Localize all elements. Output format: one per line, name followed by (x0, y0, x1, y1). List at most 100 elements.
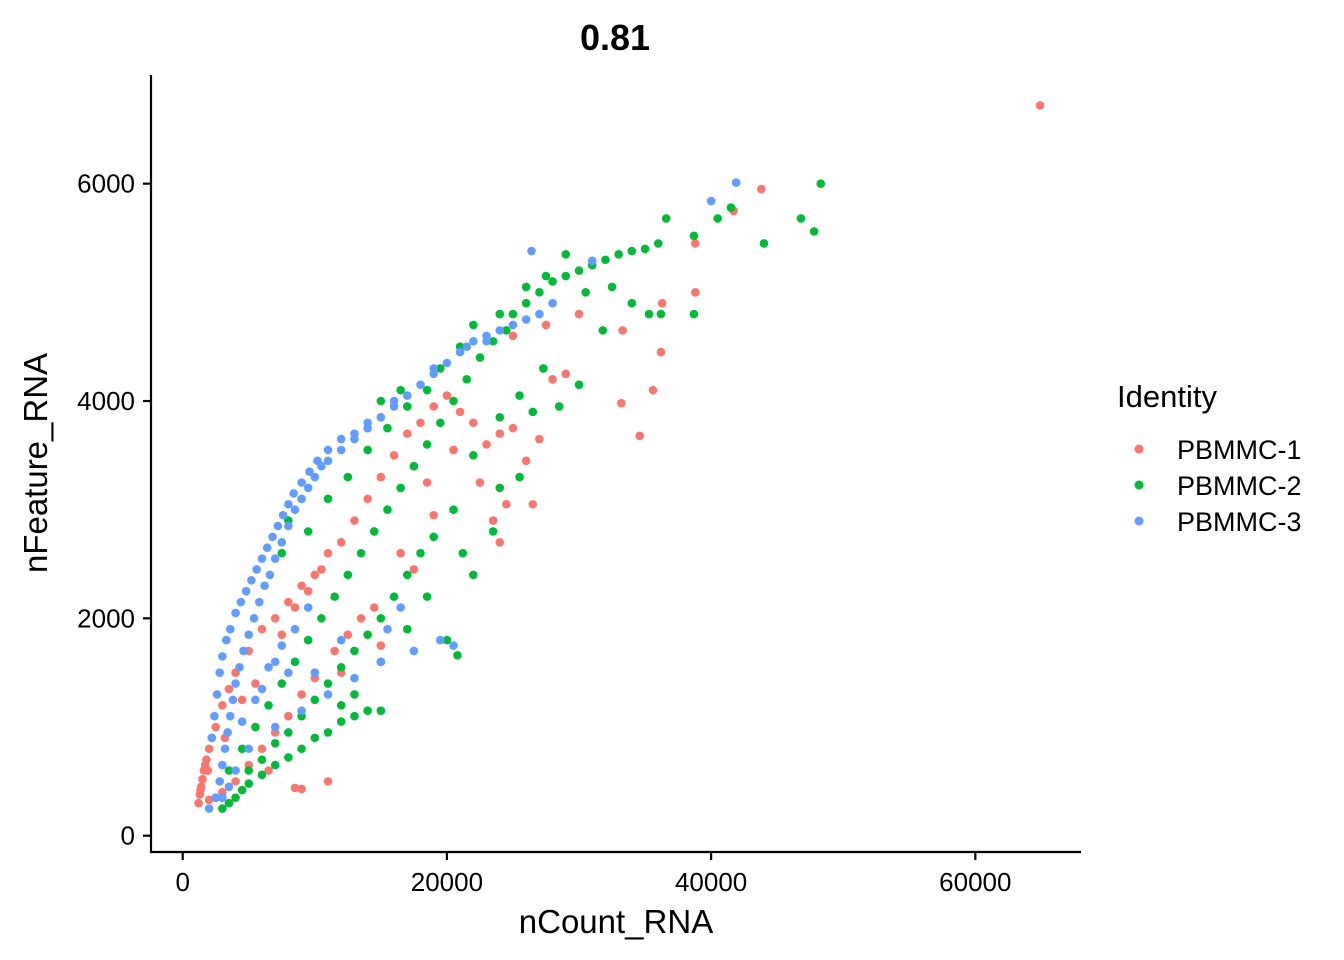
point-PBMMC-3-69 (215, 668, 224, 677)
y-tick-label: 4000 (77, 386, 135, 416)
point-PBMMC-3-77 (252, 565, 261, 574)
legend-key-PBMMC-3 (1134, 516, 1144, 526)
legend-title: Identity (1117, 379, 1217, 414)
point-PBMMC-1-87 (376, 641, 386, 650)
point-PBMMC-1-70 (616, 398, 626, 408)
point-PBMMC-3-63 (257, 684, 267, 694)
point-PBMMC-2-63 (574, 380, 584, 390)
point-PBMMC-1-53 (330, 646, 339, 656)
point-PBMMC-1-20 (323, 548, 333, 558)
point-PBMMC-2-46 (627, 246, 637, 256)
point-PBMMC-2-75 (376, 614, 386, 623)
point-PBMMC-3-94 (462, 342, 472, 351)
point-PBMMC-2-35 (488, 336, 498, 346)
point-PBMMC-2-3 (237, 785, 247, 795)
point-PBMMC-2-68 (495, 413, 505, 422)
point-PBMMC-3-41 (548, 298, 557, 308)
point-PBMMC-2-116 (581, 288, 590, 297)
point-PBMMC-3-46 (449, 641, 458, 650)
point-PBMMC-3-67 (210, 711, 219, 721)
point-PBMMC-3-20 (297, 494, 306, 504)
point-PBMMC-2-89 (488, 527, 498, 536)
point-PBMMC-3-74 (236, 597, 246, 607)
point-PBMMC-3-64 (251, 695, 260, 705)
point-PBMMC-2-47 (640, 244, 650, 254)
point-PBMMC-3-75 (241, 586, 251, 596)
point-PBMMC-3-70 (218, 652, 227, 661)
point-PBMMC-3-81 (273, 521, 283, 531)
point-PBMMC-2-83 (270, 739, 280, 748)
point-PBMMC-3-62 (277, 641, 287, 650)
point-PBMMC-2-18 (264, 700, 273, 710)
point-PBMMC-1-34 (508, 423, 518, 433)
point-PBMMC-2-5 (257, 770, 267, 780)
legend-label-PBMMC-1: PBMMC-1 (1177, 435, 1302, 465)
x-axis-title: nCount_RNA (519, 903, 713, 940)
point-PBMMC-3-53 (270, 722, 280, 732)
point-PBMMC-2-39 (535, 288, 544, 297)
point-PBMMC-2-72 (416, 548, 425, 558)
point-PBMMC-2-85 (244, 766, 254, 775)
point-PBMMC-1-0 (194, 798, 203, 808)
point-PBMMC-3-76 (247, 576, 256, 585)
point-PBMMC-2-114 (541, 271, 551, 281)
point-PBMMC-2-2 (231, 793, 240, 802)
point-PBMMC-3-80 (268, 532, 277, 542)
point-PBMMC-1-83 (303, 586, 313, 596)
point-PBMMC-2-16 (237, 744, 247, 754)
point-PBMMC-2-104 (402, 624, 412, 634)
point-PBMMC-2-58 (627, 298, 637, 308)
point-PBMMC-3-34 (455, 347, 465, 357)
point-PBMMC-1-10 (211, 722, 221, 732)
point-PBMMC-3-17 (277, 537, 287, 547)
y-tick-label: 6000 (77, 169, 135, 199)
point-PBMMC-2-109 (396, 385, 405, 395)
point-PBMMC-1-68 (574, 309, 584, 319)
point-PBMMC-1-65 (297, 784, 306, 794)
point-PBMMC-1-79 (1035, 101, 1045, 110)
point-PBMMC-2-29 (409, 461, 419, 471)
point-PBMMC-1-18 (297, 581, 306, 591)
point-PBMMC-3-58 (310, 668, 320, 677)
point-PBMMC-1-52 (343, 630, 353, 639)
point-PBMMC-2-113 (521, 282, 531, 292)
point-PBMMC-3-57 (218, 793, 227, 802)
point-PBMMC-1-84 (290, 603, 300, 612)
point-PBMMC-3-21 (303, 483, 313, 493)
point-PBMMC-3-83 (284, 499, 293, 509)
point-PBMMC-1-38 (561, 369, 571, 379)
point-PBMMC-3-71 (221, 635, 231, 645)
point-PBMMC-1-6 (204, 744, 214, 754)
points-layer (194, 101, 1045, 813)
point-PBMMC-2-54 (796, 214, 806, 223)
point-PBMMC-2-95 (323, 494, 333, 504)
point-PBMMC-2-28 (396, 483, 405, 493)
point-PBMMC-2-100 (422, 385, 432, 395)
point-PBMMC-1-46 (495, 537, 505, 547)
point-PBMMC-2-93 (277, 548, 287, 558)
point-PBMMC-3-95 (482, 336, 491, 346)
point-PBMMC-3-13 (255, 597, 264, 607)
point-PBMMC-2-20 (290, 657, 300, 667)
point-PBMMC-2-14 (376, 706, 386, 716)
series-PBMMC-1 (194, 101, 1045, 808)
point-PBMMC-3-85 (297, 478, 306, 487)
point-PBMMC-2-94 (303, 527, 313, 536)
point-PBMMC-2-80 (310, 695, 320, 705)
point-PBMMC-1-43 (502, 499, 511, 509)
point-PBMMC-2-62 (598, 326, 608, 335)
legend-items: PBMMC-1 PBMMC-2 PBMMC-3 (1134, 435, 1302, 537)
point-PBMMC-2-22 (317, 614, 326, 623)
point-PBMMC-1-24 (376, 472, 386, 482)
point-PBMMC-2-13 (363, 706, 372, 716)
point-PBMMC-2-108 (376, 396, 386, 406)
point-PBMMC-1-63 (204, 795, 214, 805)
point-PBMMC-1-44 (528, 499, 538, 509)
legend-label-PBMMC-2: PBMMC-2 (1177, 471, 1302, 501)
point-PBMMC-2-64 (554, 402, 564, 411)
point-PBMMC-3-1 (211, 793, 221, 802)
point-PBMMC-1-48 (396, 548, 405, 558)
point-PBMMC-1-74 (657, 298, 667, 308)
chart-title: 0.81 (580, 17, 650, 58)
